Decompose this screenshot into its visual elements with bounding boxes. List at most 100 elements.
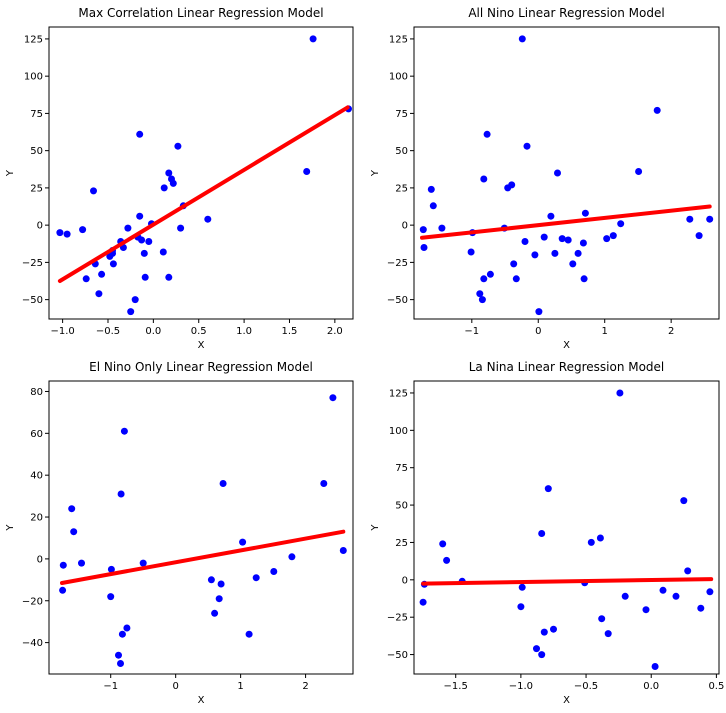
y-tick-label: 20 — [30, 513, 43, 524]
x-tick-label: 1.0 — [236, 326, 252, 337]
data-point — [598, 615, 606, 623]
data-point — [145, 238, 153, 245]
x-axis-label: X — [563, 340, 570, 351]
x-tick-label: −1.0 — [509, 681, 533, 692]
x-tick-label: 0.5 — [191, 326, 207, 337]
data-point — [580, 275, 588, 283]
y-tick-label: 40 — [30, 471, 43, 482]
scatter-series — [419, 35, 714, 316]
data-point — [569, 260, 577, 268]
data-point — [59, 586, 67, 594]
data-point — [564, 236, 572, 244]
data-point — [303, 168, 311, 175]
y-tick-label: −25 — [22, 258, 43, 269]
data-point — [270, 568, 278, 575]
data-point — [219, 480, 227, 487]
data-point — [115, 651, 122, 659]
y-tick-label: 50 — [395, 501, 408, 512]
y-tick-label: 50 — [30, 146, 43, 157]
data-point — [558, 235, 566, 243]
x-tick-label: 0 — [535, 326, 541, 337]
data-point — [120, 427, 128, 435]
y-axis-label: Y — [370, 169, 381, 177]
x-tick-label: −1 — [103, 681, 118, 692]
y-axis-label: Y — [370, 524, 381, 532]
data-point — [245, 630, 253, 638]
data-point — [56, 229, 64, 237]
data-point — [547, 212, 555, 220]
data-point — [510, 260, 518, 268]
data-point — [127, 308, 135, 316]
y-tick-label: 25 — [30, 183, 43, 194]
data-point — [512, 275, 520, 283]
x-tick-label: −0.5 — [574, 681, 598, 692]
data-point — [695, 232, 703, 240]
data-point — [329, 394, 337, 402]
data-point — [581, 209, 589, 217]
data-point — [642, 606, 650, 614]
y-tick-label: 100 — [389, 72, 408, 83]
data-point — [252, 574, 260, 582]
data-point — [90, 187, 97, 195]
data-point — [535, 308, 543, 316]
data-point — [517, 603, 525, 611]
data-point — [653, 106, 661, 114]
y-tick-label: 0 — [402, 575, 408, 586]
regression-line — [60, 529, 346, 585]
x-tick-label: 0 — [172, 681, 178, 692]
plot-area — [413, 380, 720, 675]
x-axis-label: X — [563, 695, 570, 706]
data-point — [140, 249, 148, 257]
data-point — [288, 553, 296, 561]
data-point — [339, 547, 347, 554]
y-tick-label: 75 — [30, 109, 43, 120]
data-point — [160, 184, 168, 192]
data-point — [427, 185, 435, 193]
chart-title: Max Correlation Linear Regression Model — [78, 6, 323, 20]
data-point — [521, 238, 529, 245]
y-tick-label: 75 — [395, 463, 408, 474]
data-point — [478, 296, 486, 304]
y-tick-label: 50 — [395, 146, 408, 157]
data-point — [320, 480, 328, 487]
data-point — [550, 625, 557, 633]
data-point — [136, 212, 144, 220]
data-point — [136, 130, 144, 138]
data-point — [544, 485, 552, 493]
data-point — [609, 232, 617, 240]
data-point — [672, 592, 680, 600]
data-point — [706, 588, 714, 596]
x-tick-label: −1 — [464, 326, 479, 337]
data-point — [138, 236, 146, 244]
x-tick-label: 1.5 — [282, 326, 298, 337]
data-point — [141, 273, 149, 281]
chart-la-nina: La Nina Linear Regression Model X Y −1.5… — [370, 360, 724, 706]
data-point — [211, 609, 219, 617]
y-tick-label: 25 — [395, 538, 408, 549]
x-tick-label: 0.0 — [643, 681, 659, 692]
data-point — [480, 275, 488, 283]
data-point — [540, 233, 548, 241]
y-tick-label: 125 — [389, 388, 408, 399]
data-point — [651, 663, 659, 670]
chart-all-nino: All Nino Linear Regression Model X Y −1 0… — [370, 6, 720, 351]
data-point — [239, 538, 247, 546]
data-point — [217, 580, 225, 588]
x-tick-label: 2 — [668, 326, 674, 337]
y-tick-label: 0 — [402, 221, 408, 232]
data-point — [508, 181, 516, 189]
data-point — [659, 586, 667, 594]
data-point — [117, 660, 124, 667]
plot-area — [413, 26, 720, 320]
y-tick-label: −50 — [22, 295, 43, 306]
data-point — [439, 540, 447, 548]
data-point — [523, 142, 531, 150]
data-point — [109, 260, 117, 268]
data-point — [596, 534, 604, 542]
y-tick-label: −40 — [22, 638, 43, 649]
data-point — [554, 169, 561, 177]
x-tick-label: 2 — [302, 681, 308, 692]
data-point — [63, 230, 71, 238]
y-tick-label: −20 — [22, 596, 43, 607]
